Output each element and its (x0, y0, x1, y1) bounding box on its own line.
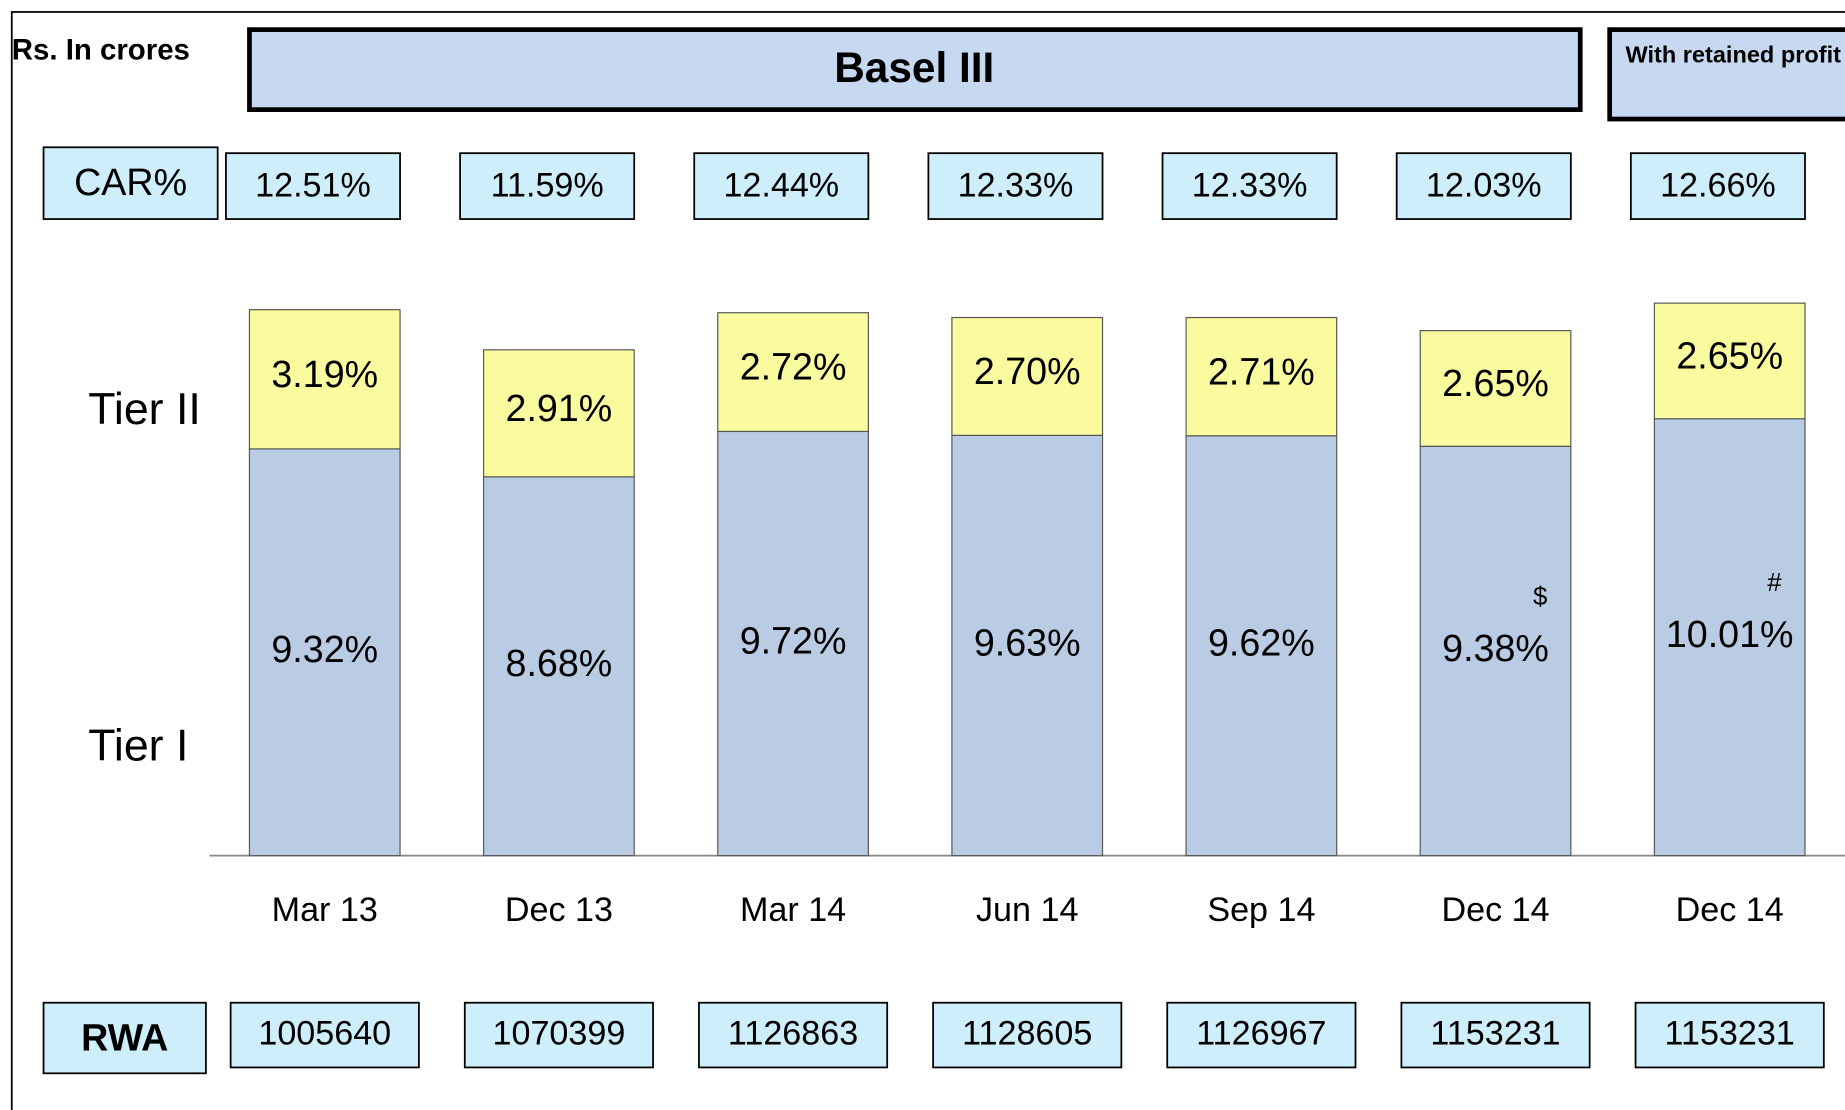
rwa-label: RWA (81, 1016, 168, 1058)
value-label: 9.62% (1208, 622, 1315, 664)
value-label: 9.38% (1442, 627, 1549, 669)
car-label-box (42, 146, 219, 220)
unit-label: Rs. In crores (12, 34, 190, 67)
value-label: 2.72% (740, 346, 847, 388)
car-value: 12.03% (1426, 166, 1542, 204)
x-tick-label: Dec 13 (505, 891, 613, 929)
rwa-value: 1126863 (728, 1015, 858, 1053)
car-value: 11.59% (491, 166, 604, 204)
note-holder: With retained profit (1625, 42, 1841, 69)
car-box (1395, 152, 1572, 220)
rwa-value: 1128605 (962, 1015, 1092, 1053)
value-label: 2.71% (1208, 350, 1315, 392)
rwa-value: 1005640 (258, 1015, 391, 1053)
car-box (1629, 152, 1806, 220)
bar-segment (951, 434, 1104, 857)
bar-segment (1653, 302, 1806, 420)
rwa-box (463, 1001, 654, 1069)
car-box (225, 152, 401, 220)
rwa-box (932, 1001, 1123, 1069)
car-value: 12.51% (255, 166, 371, 204)
value-label: 9.32% (271, 628, 378, 670)
legend-label: Tier I (88, 721, 188, 770)
note-box (1607, 27, 1845, 122)
rwa-box (1166, 1001, 1357, 1069)
car-box (927, 152, 1104, 220)
legend-label: Tier II (88, 385, 201, 434)
value-label: 9.63% (974, 621, 1081, 663)
chart-title: Basel III (834, 44, 994, 91)
value-label: 2.91% (506, 387, 613, 429)
car-value: 12.33% (958, 166, 1074, 204)
value-label: 10.01% (1666, 613, 1794, 655)
note: With retained profit (1625, 42, 1841, 69)
bar-segment (483, 476, 635, 857)
bar-segment (1419, 445, 1572, 857)
value-label: 3.19% (271, 353, 378, 395)
bar-segment (1185, 316, 1338, 437)
car-value: 12.44% (723, 166, 839, 204)
rwa-box (1634, 1001, 1825, 1069)
car-box (1161, 152, 1338, 220)
rwa-value: 1126967 (1196, 1015, 1326, 1053)
car-value: 12.33% (1192, 166, 1308, 204)
x-tick-label: Dec 14 (1676, 891, 1784, 929)
x-tick-label: Dec 14 (1441, 891, 1549, 929)
rwa-box (229, 1001, 420, 1069)
value-label: 9.72% (740, 619, 847, 661)
rwa-box (698, 1001, 889, 1069)
marker: $ (1533, 583, 1547, 611)
bar-segment (248, 309, 401, 450)
x-tick-label: Mar 14 (740, 891, 846, 929)
rwa-value: 1070399 (493, 1015, 626, 1053)
x-tick-label: Mar 13 (272, 891, 378, 929)
rwa-value: 1153231 (1430, 1015, 1560, 1053)
x-tick-label: Jun 14 (976, 891, 1078, 929)
value-label: 2.65% (1442, 362, 1549, 404)
value-label: 2.65% (1676, 335, 1783, 377)
value-label: 2.70% (974, 350, 1081, 392)
car-value: 12.66% (1660, 166, 1776, 204)
x-tick-label: Sep 14 (1207, 891, 1315, 929)
bar-segment (483, 349, 635, 478)
rwa-box (1400, 1001, 1591, 1069)
bar-segment (951, 316, 1104, 436)
bar-segment (717, 312, 869, 433)
bar-segment (1419, 330, 1572, 447)
rwa-label-box (42, 1001, 207, 1075)
rwa-value: 1153231 (1665, 1015, 1795, 1053)
car-box (459, 152, 636, 220)
bar-segment (248, 448, 401, 857)
marker: # (1767, 569, 1782, 597)
bar-segment (1653, 418, 1806, 857)
title-box (247, 27, 1583, 112)
car-label: CAR% (74, 161, 187, 203)
value-label: 8.68% (506, 642, 613, 684)
car-box (693, 152, 870, 220)
